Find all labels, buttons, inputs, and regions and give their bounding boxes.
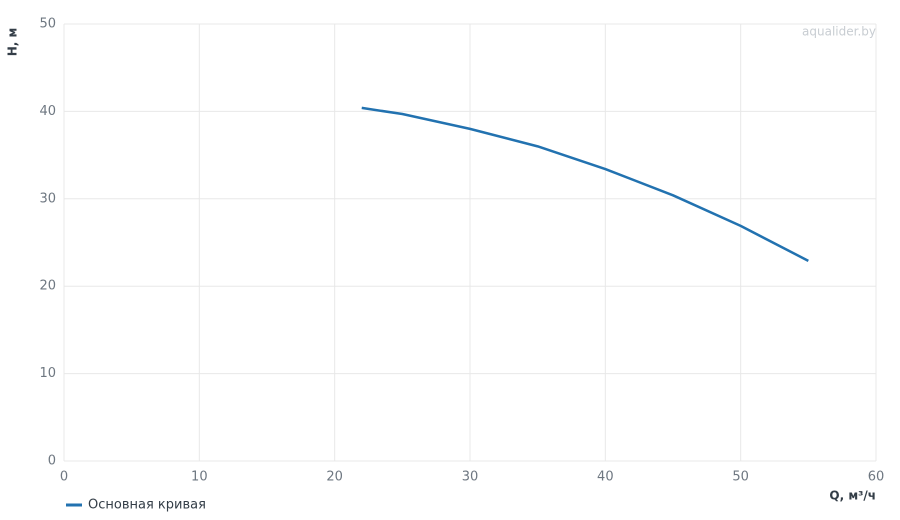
x-tick-label: 20 — [326, 470, 343, 485]
x-axis-title: Q, м³/ч — [829, 489, 876, 503]
series-line — [361, 106, 809, 262]
x-tick-label: 60 — [868, 470, 885, 485]
x-tick-label: 40 — [597, 470, 614, 485]
x-tick-label: 50 — [732, 470, 749, 485]
x-tick-label: 30 — [462, 470, 479, 485]
y-tick-label: 10 — [39, 366, 56, 381]
y-tick-label: 20 — [39, 279, 56, 294]
x-tick-label: 10 — [191, 470, 208, 485]
y-tick-label: 50 — [39, 17, 56, 32]
x-tick-label: 0 — [60, 470, 68, 485]
legend-label: Основная кривая — [88, 498, 206, 513]
y-tick-label: 40 — [39, 104, 56, 119]
y-axis-title: H, м — [6, 28, 20, 57]
watermark: aqualider.by — [802, 25, 876, 39]
y-tick-label: 30 — [39, 191, 56, 206]
y-tick-label: 0 — [48, 454, 56, 469]
